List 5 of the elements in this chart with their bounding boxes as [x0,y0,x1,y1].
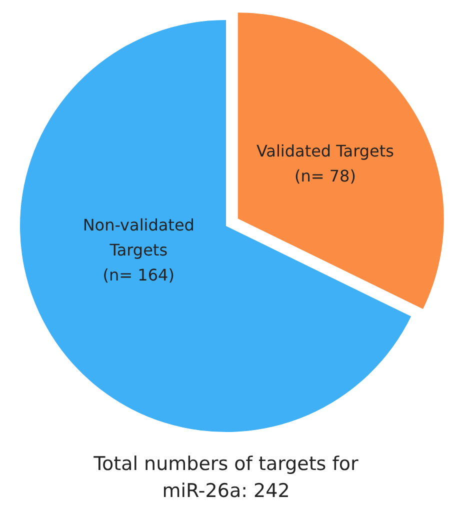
slice-label: Non-validated Targets [82,216,194,260]
data-label: (n= 78) [294,166,356,186]
text: Total numbers of targets for miR-26a: 242 [92,453,359,502]
data-label: (n= 164) [102,266,174,285]
slice-label: Validated Targets [256,142,394,161]
